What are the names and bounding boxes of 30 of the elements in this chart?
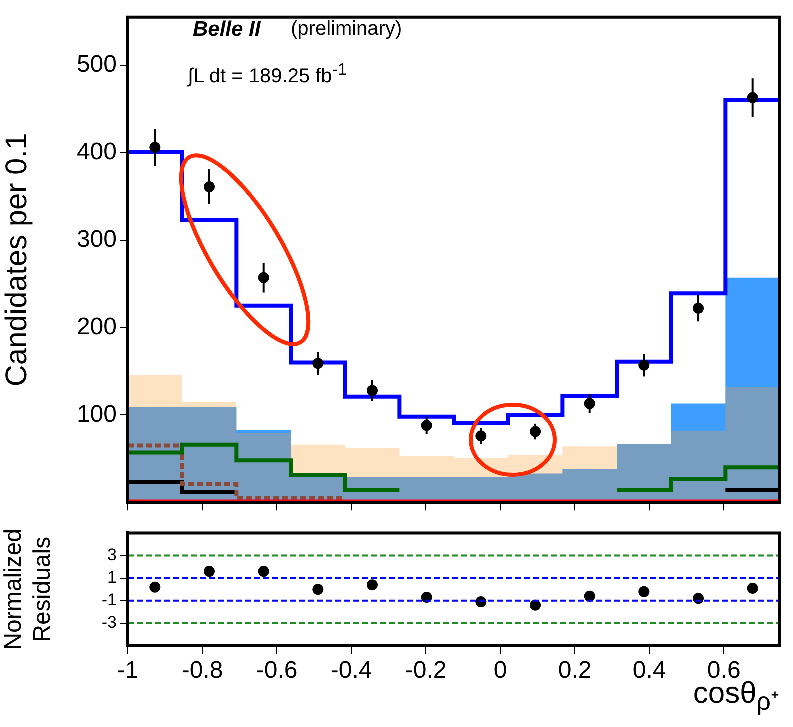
- y-tick-label: 500: [76, 51, 117, 78]
- annotation: Belle II: [193, 18, 261, 42]
- y-tick-label: 400: [76, 138, 117, 166]
- point: [584, 590, 596, 602]
- y-axis-title: Normalized Residuals: [0, 528, 56, 650]
- y-tick-label: -1: [102, 590, 117, 610]
- point: [366, 580, 378, 591]
- y-axis-title: Candidates per 0.1: [0, 133, 34, 387]
- point: [258, 566, 270, 578]
- x-tick-label: -0.6: [256, 657, 298, 684]
- annotation: (preliminary): [291, 18, 402, 41]
- point: [747, 582, 758, 594]
- y-tick-label: -3: [102, 613, 117, 632]
- point: [530, 600, 542, 611]
- x-tick-label: -0.2: [405, 657, 447, 684]
- x-tick-label: 0.4: [632, 657, 666, 684]
- point: [312, 584, 324, 596]
- x-tick-label: 0: [494, 657, 508, 684]
- point: [150, 582, 161, 593]
- y-tick-label: 1: [108, 568, 117, 588]
- point: [204, 566, 215, 578]
- x-tick-label: -0.8: [182, 657, 224, 684]
- y-tick-label: 100: [76, 400, 117, 428]
- y-tick-label: 300: [76, 226, 117, 253]
- y-tick-label: 3: [108, 545, 117, 564]
- point: [638, 586, 650, 598]
- annotation: ∫L dt = 189.25 fb$^{-1}$: [188, 60, 348, 89]
- x-tick-label: 0.2: [558, 657, 592, 684]
- y-tick-label: 200: [76, 313, 117, 340]
- x-tick-label: -0.4: [330, 657, 372, 684]
